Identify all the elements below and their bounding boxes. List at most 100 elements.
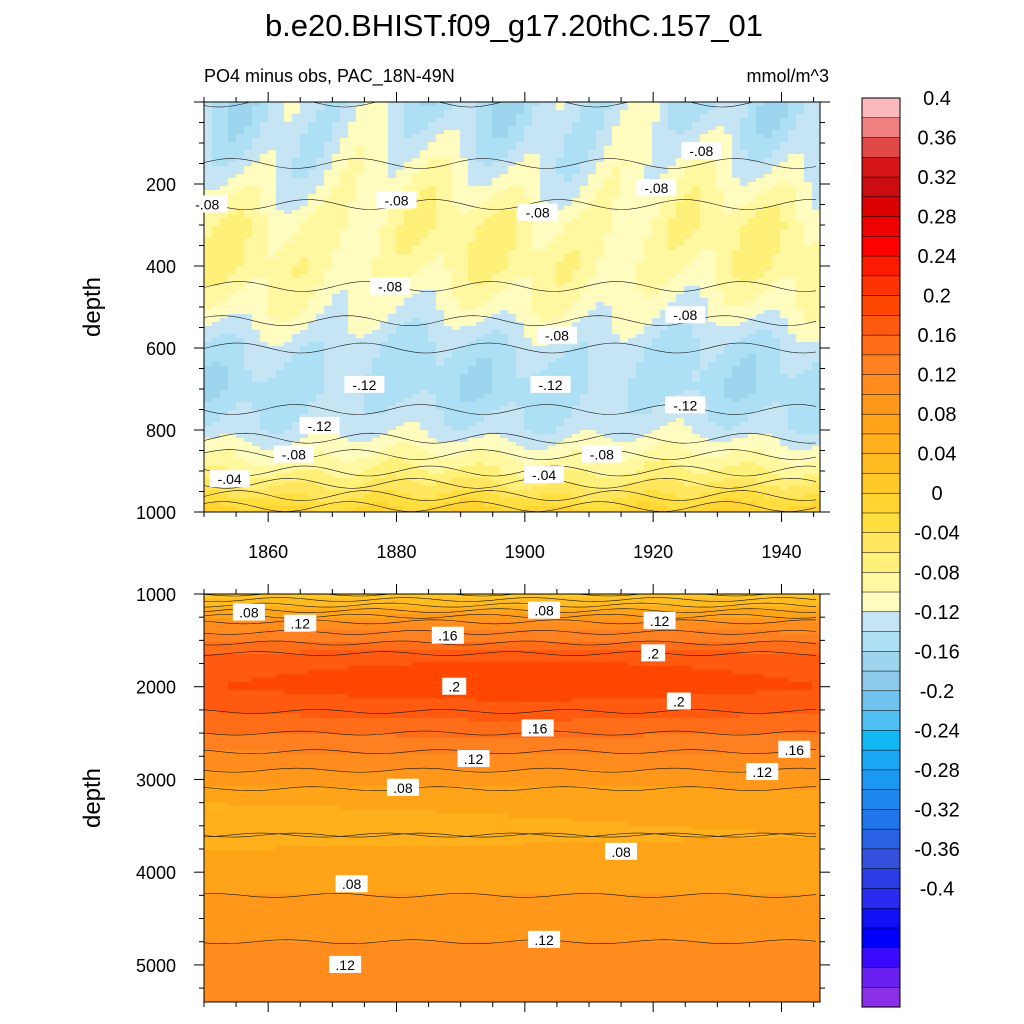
contour-line (204, 640, 817, 646)
contour-label: -.08 (681, 142, 722, 160)
contour-label: .16 (521, 719, 554, 737)
colorbar-tick-label: 0.08 (918, 404, 957, 426)
contour-line (204, 199, 817, 210)
y-tick-label: 5000 (136, 956, 176, 976)
contour-label: -.08 (517, 203, 558, 221)
panel-units-label: mmol/m^3 (747, 66, 829, 86)
contour-line (204, 102, 816, 108)
colorbar-tick-label: 0.16 (918, 325, 957, 347)
colorbar-swatch (861, 255, 901, 277)
colorbar-swatch (861, 196, 901, 218)
colorbar-tick-label: -0.36 (914, 839, 960, 861)
colorbar-swatch (861, 828, 901, 850)
y-tick-label: 200 (146, 175, 176, 195)
contour-label: .12 (746, 763, 779, 781)
contour-label: -.08 (187, 195, 228, 213)
colorbar-swatch (861, 374, 901, 395)
contour-line (204, 602, 817, 608)
colorbar-swatch (861, 157, 901, 178)
colorbar-swatch (861, 986, 901, 1008)
contour-label: .2 (641, 644, 666, 662)
colorbar-swatch (861, 967, 901, 988)
contour-label: -.04 (524, 466, 565, 484)
colorbar-swatch (861, 354, 901, 376)
colorbar-swatch (861, 473, 901, 494)
colorbar-swatch (861, 888, 901, 909)
colorbar-tick-label: -0.4 (920, 878, 954, 900)
y-tick-label: 1000 (136, 503, 176, 523)
contour-label: .12 (284, 614, 317, 632)
contour-line (204, 158, 817, 169)
figure-title: b.e20.BHIST.f09_g17.20thC.157_01 (265, 8, 763, 43)
y-tick-label: 1000 (136, 585, 176, 605)
contour-label: -.12 (344, 375, 385, 393)
colorbar-swatch (861, 216, 901, 237)
contour-line (204, 786, 817, 791)
colorbar-swatch (861, 413, 901, 435)
contour-line (204, 651, 817, 656)
contour-label: .08 (528, 601, 561, 619)
colorbar-swatch (861, 334, 901, 356)
colorbar-tick-label: -0.24 (914, 720, 960, 742)
contour-label: -.08 (536, 326, 577, 344)
colorbar-swatch (861, 433, 901, 455)
colorbar-tick-label: -0.04 (914, 523, 960, 545)
contour-label: .16 (431, 626, 464, 644)
colorbar-swatch (861, 512, 901, 534)
contour-line (204, 939, 817, 945)
colorbar-tick-label: -0.28 (914, 760, 960, 782)
contour-line (204, 730, 817, 736)
contour-line (204, 404, 817, 415)
contour-label: -.12 (530, 375, 571, 393)
contour-label: .08 (232, 603, 265, 621)
contour-label: -.08 (665, 306, 706, 324)
colorbar-tick-label: 0.24 (918, 246, 957, 268)
y-tick-label: 4000 (136, 863, 176, 883)
colorbar-tick-label: -0.32 (914, 799, 960, 821)
colorbar-swatch (861, 631, 901, 652)
colorbar-tick-label: 0.36 (918, 128, 957, 150)
x-tick-label: 1940 (761, 542, 801, 562)
colorbar-swatch (861, 947, 901, 969)
contour-label: .08 (605, 842, 638, 860)
colorbar-swatch (861, 315, 901, 336)
colorbar-swatch (861, 611, 901, 633)
colorbar-swatch (861, 769, 901, 791)
panel-subtitle-left: PO4 minus obs, PAC_18N-49N (204, 66, 455, 87)
lower-panel: 1000 2000 3000 4000 5000 depth .08 .12 .08 .12 .16… (79, 584, 830, 1012)
colorbar-swatch (861, 907, 901, 929)
colorbar-tick-label: -0.2 (920, 681, 954, 703)
contour-line (204, 594, 771, 597)
contour-label: -.08 (376, 191, 417, 209)
contour-line (204, 281, 817, 292)
axis-ticks (194, 92, 830, 522)
y-tick-label: 2000 (136, 678, 176, 698)
contour-line (204, 432, 817, 444)
y-tick-label: 600 (146, 339, 176, 359)
colorbar-swatch (861, 117, 901, 139)
contour-label: -.12 (665, 396, 706, 414)
contour-label: .12 (329, 955, 362, 973)
colorbar-swatch (861, 236, 901, 257)
colorbar-swatch (861, 690, 901, 712)
contour-label: -.12 (299, 416, 340, 434)
contour-line (204, 501, 817, 512)
contour-label: .08 (386, 778, 419, 796)
contour-line (204, 315, 817, 327)
contour-label: -.08 (273, 445, 314, 463)
colorbar-swatch (861, 295, 901, 316)
colorbar-swatch (861, 97, 901, 119)
colorbar-swatch (861, 848, 901, 870)
colorbar-tick-label: 0.4 (923, 88, 951, 110)
y-tick-label: 3000 (136, 770, 176, 790)
colorbar-swatch (861, 927, 901, 949)
contour-line (204, 608, 816, 614)
contour-line (204, 749, 817, 754)
colorbar-swatch (861, 176, 901, 198)
contour-label: -.08 (636, 179, 677, 197)
contour-line (204, 893, 817, 898)
contour-line (204, 465, 817, 477)
axis-ticks (194, 584, 830, 1012)
colorbar-tick-label: 0.12 (918, 365, 957, 387)
